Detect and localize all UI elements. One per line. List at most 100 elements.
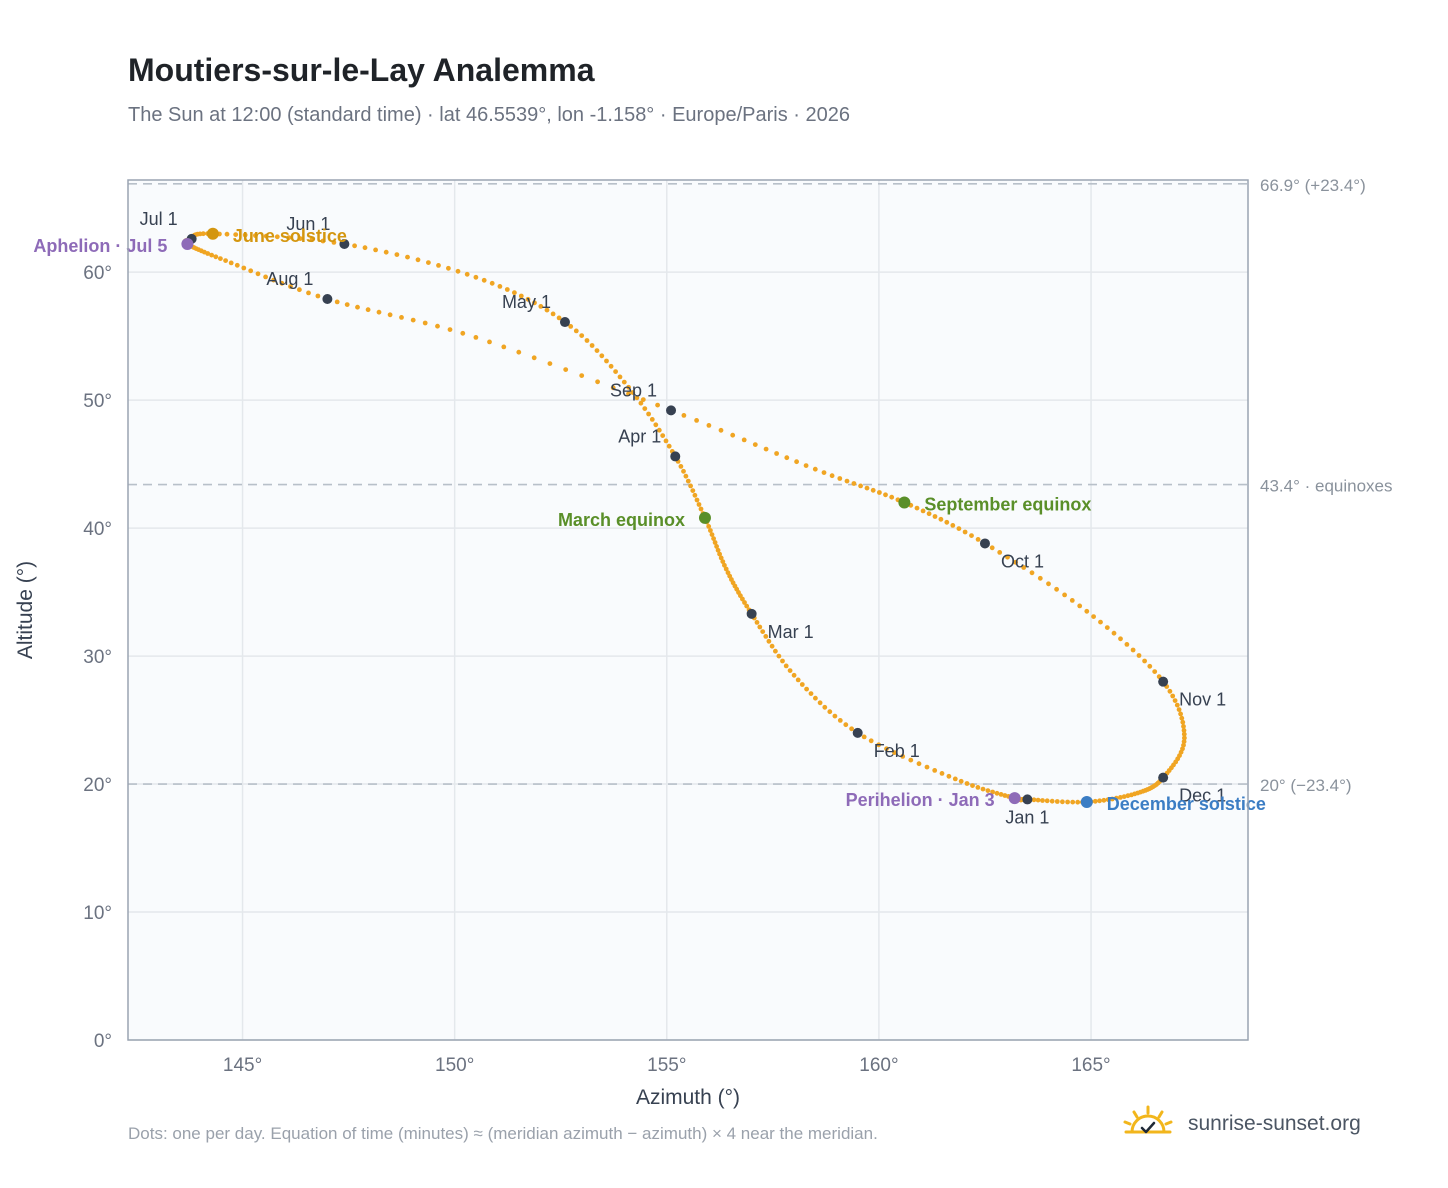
daily-dot (399, 315, 404, 320)
daily-dot (998, 792, 1004, 797)
daily-dot (685, 478, 691, 484)
daily-dot (1121, 794, 1127, 799)
brand-logo[interactable]: sunrise-sunset.org (1120, 1104, 1361, 1144)
daily-dot (660, 433, 666, 438)
daily-dot (858, 483, 863, 489)
daily-dot (297, 236, 303, 242)
daily-dot (1114, 795, 1119, 801)
daily-dot (975, 537, 981, 542)
daily-dot (516, 349, 522, 355)
daily-dot (1037, 575, 1043, 581)
daily-dot (242, 232, 248, 238)
daily-dot (223, 258, 229, 263)
daily-dot (1069, 598, 1075, 603)
daily-dot (640, 397, 646, 402)
daily-dot (234, 262, 240, 268)
daily-dot (799, 682, 805, 687)
daily-dot (656, 427, 662, 433)
y-tick-label: 10° (83, 903, 112, 924)
daily-dot (415, 257, 421, 263)
daily-dot (373, 247, 378, 253)
daily-dot (681, 468, 686, 474)
daily-dot (980, 786, 986, 792)
daily-dot (205, 251, 211, 256)
daily-dot (538, 304, 544, 309)
daily-dot (718, 555, 724, 561)
daily-dot (958, 778, 964, 784)
daily-dot (952, 776, 958, 782)
daily-dot (851, 481, 857, 486)
daily-dot (916, 761, 922, 767)
daily-dot (365, 307, 371, 313)
month-marker-dot (746, 608, 757, 619)
daily-dot (681, 413, 687, 418)
daily-dot (531, 355, 537, 361)
daily-dot (630, 390, 636, 395)
x-tick-label: 165° (1071, 1055, 1110, 1076)
daily-dot (209, 252, 215, 258)
daily-dot (1174, 702, 1180, 708)
daily-dot (288, 284, 293, 289)
month-marker-dot (852, 727, 863, 738)
event-marker-dot (181, 237, 194, 250)
daily-dot (1029, 570, 1035, 576)
daily-dot (436, 263, 441, 268)
daily-dot (352, 243, 357, 249)
axes: 145° 150° 155° 160° 165° 0° 10° 20° 30° 40° 50° 60° (83, 263, 1110, 1076)
event-marker-dot (698, 511, 711, 524)
daily-dot (939, 771, 945, 776)
daily-dot (228, 260, 234, 266)
daily-dot (589, 343, 595, 348)
daily-dot (803, 463, 809, 468)
daily-dot (504, 287, 510, 292)
daily-dot (688, 483, 693, 489)
daily-dot (720, 559, 726, 564)
daily-dot (355, 304, 360, 310)
daily-dot (460, 330, 466, 336)
daily-dot (253, 233, 258, 238)
daily-dot (446, 265, 451, 271)
daily-dot (608, 363, 614, 369)
daily-dot (1005, 554, 1010, 560)
daily-dot (722, 562, 727, 568)
daily-dot (924, 764, 930, 770)
daily-dot (544, 307, 550, 313)
daily-dot (944, 519, 950, 525)
daily-dot (868, 738, 874, 744)
daily-dot (787, 668, 793, 673)
daily-dot (877, 490, 882, 495)
daily-dot (794, 459, 799, 465)
daily-dot (844, 478, 850, 484)
month-marker-dot (1158, 772, 1169, 783)
daily-dot (1054, 799, 1060, 804)
month-marker-label: Sep 1 (610, 380, 657, 400)
daily-dot (725, 570, 731, 576)
y-tick-label: 30° (83, 647, 112, 668)
daily-dot (849, 726, 854, 732)
daily-dot (1077, 603, 1083, 609)
y-tick-label: 40° (83, 519, 112, 540)
daily-dot (864, 485, 870, 491)
daily-dot (649, 417, 655, 422)
reference-line-label: 20° (−23.4°) (1260, 776, 1352, 795)
daily-dot (696, 502, 702, 507)
daily-dot (410, 317, 416, 323)
daily-dot (694, 497, 700, 503)
daily-dot (663, 438, 669, 444)
daily-dot (1182, 735, 1187, 741)
daily-dot (694, 418, 699, 423)
daily-dot (783, 663, 789, 669)
daily-dot (1179, 715, 1185, 721)
daily-dot (599, 353, 605, 359)
daily-dot (763, 446, 769, 452)
daily-dot (784, 455, 790, 461)
daily-dot (932, 514, 938, 519)
event-marker-dot (898, 496, 911, 509)
daily-dot (286, 235, 292, 241)
daily-dot (908, 757, 914, 763)
daily-dot (956, 526, 962, 531)
month-marker-label: Oct 1 (1001, 551, 1044, 571)
daily-dot (730, 432, 736, 438)
daily-dot (626, 384, 631, 390)
